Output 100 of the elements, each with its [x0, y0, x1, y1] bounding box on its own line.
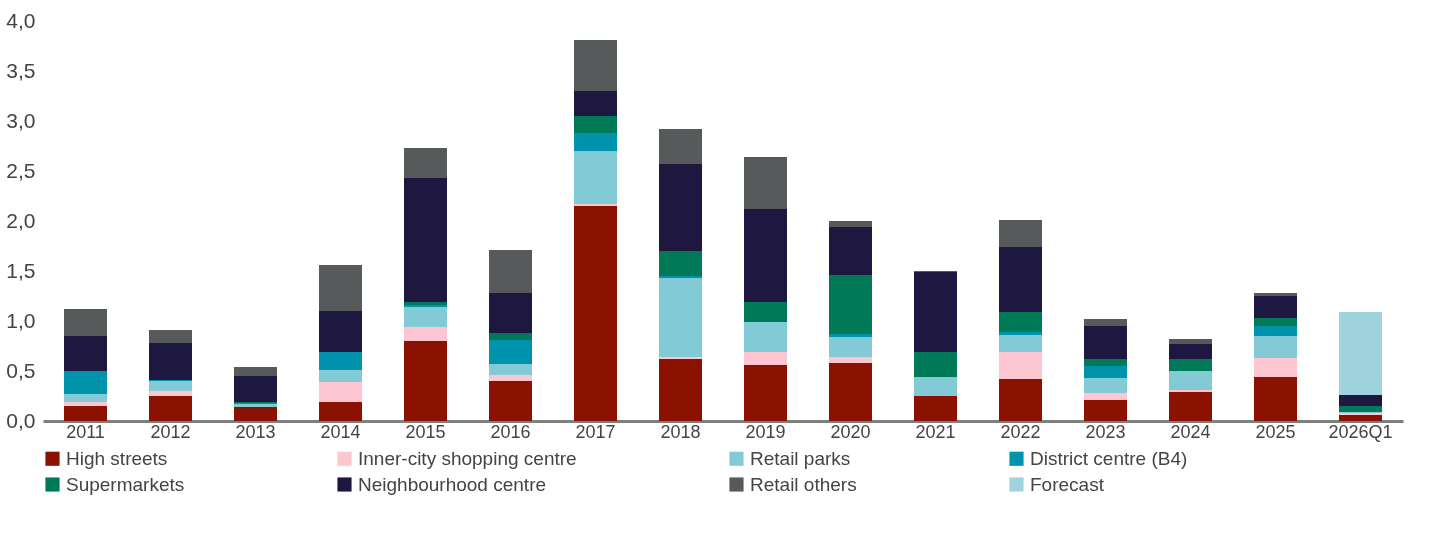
bar: [319, 265, 362, 311]
bar: [829, 275, 872, 334]
bar: [1084, 393, 1127, 400]
bar: [1339, 415, 1382, 421]
bar: [1084, 319, 1127, 326]
bar: [64, 336, 107, 371]
bar: [659, 251, 702, 276]
bar: [1169, 371, 1212, 390]
bar: [999, 352, 1042, 379]
bar: [1339, 395, 1382, 406]
bar: [1254, 377, 1297, 421]
bar: [1084, 326, 1127, 359]
x-tick-label: 2019: [745, 421, 786, 442]
bar: [999, 220, 1042, 247]
bar: [574, 116, 617, 133]
bar: [1169, 359, 1212, 371]
bar: [234, 367, 277, 376]
bar: [574, 40, 617, 91]
bar: [234, 376, 277, 402]
legend-label: Neighbourhood centre: [358, 473, 547, 495]
bar: [999, 247, 1042, 312]
bar: [404, 341, 447, 421]
y-tick-label: 3,5: [6, 58, 36, 82]
bar: [404, 178, 447, 302]
x-tick-label: 2012: [150, 421, 191, 442]
x-tick-label: 2016: [490, 421, 531, 442]
x-tick-label: 2024: [1170, 421, 1211, 442]
bar: [574, 91, 617, 116]
bar: [404, 307, 447, 327]
x-tick-label: 2020: [830, 421, 871, 442]
x-tick-label: 2014: [320, 421, 361, 442]
bar: [744, 365, 787, 421]
bar: [319, 402, 362, 421]
y-tick-label: 1,5: [6, 258, 36, 282]
bar: [1254, 293, 1297, 296]
bar: [659, 359, 702, 421]
y-tick-label: 0,0: [6, 408, 36, 432]
bar: [1169, 392, 1212, 421]
bar: [999, 379, 1042, 421]
bar: [64, 309, 107, 336]
x-tick-label: 2022: [1000, 421, 1041, 442]
y-tick-label: 4,0: [6, 8, 36, 32]
legend-label: Retail others: [750, 473, 857, 495]
bar: [829, 221, 872, 227]
bar: [914, 352, 957, 377]
bar: [1084, 366, 1127, 378]
y-tick-label: 0,5: [6, 358, 36, 382]
y-tick-label: 2,5: [6, 158, 36, 182]
bar: [489, 340, 532, 364]
bar: [829, 227, 872, 275]
x-tick-label: 2025: [1255, 421, 1296, 442]
x-tick-label: 2018: [660, 421, 701, 442]
bar: [149, 381, 192, 391]
bar: [1084, 400, 1127, 421]
bar: [829, 363, 872, 421]
legend-label: District centre (B4): [1030, 447, 1188, 469]
legend-label: Inner-city shopping centre: [358, 447, 577, 469]
bar: [829, 357, 872, 363]
legend-label: High streets: [66, 447, 168, 469]
bar: [234, 407, 277, 421]
bar: [829, 334, 872, 337]
bar: [1254, 336, 1297, 358]
legend-label: Forecast: [1030, 473, 1105, 495]
bar: [744, 209, 787, 302]
bar: [1339, 312, 1382, 395]
bar: [1339, 406, 1382, 412]
x-tick-label: 2013: [235, 421, 276, 442]
legend-label: Supermarkets: [66, 473, 185, 495]
bar: [489, 375, 532, 381]
bar: [1254, 326, 1297, 336]
bar: [489, 364, 532, 375]
bar: [1254, 296, 1297, 318]
x-tick-label: 2011: [66, 421, 105, 442]
bar: [64, 406, 107, 421]
bar: [574, 151, 617, 204]
x-tick-label: 2015: [405, 421, 446, 442]
bar: [319, 311, 362, 352]
bar: [319, 382, 362, 402]
bar: [149, 343, 192, 380]
bar: [914, 396, 957, 421]
bar: [1254, 318, 1297, 326]
bar: [149, 330, 192, 343]
bar: [149, 396, 192, 421]
bar: [659, 278, 702, 357]
bar: [489, 250, 532, 293]
x-tick-label: 2017: [575, 421, 616, 442]
bar: [744, 157, 787, 209]
bar: [829, 337, 872, 357]
bar: [999, 312, 1042, 332]
bar: [64, 402, 107, 406]
bar: [744, 322, 787, 352]
bar: [1084, 378, 1127, 393]
bar: [404, 148, 447, 178]
bar: [914, 377, 957, 396]
bar: [914, 272, 957, 352]
bar: [1254, 358, 1297, 377]
y-tick-label: 1,0: [6, 308, 36, 332]
bar: [64, 394, 107, 402]
bar: [64, 371, 107, 394]
bar: [659, 129, 702, 164]
